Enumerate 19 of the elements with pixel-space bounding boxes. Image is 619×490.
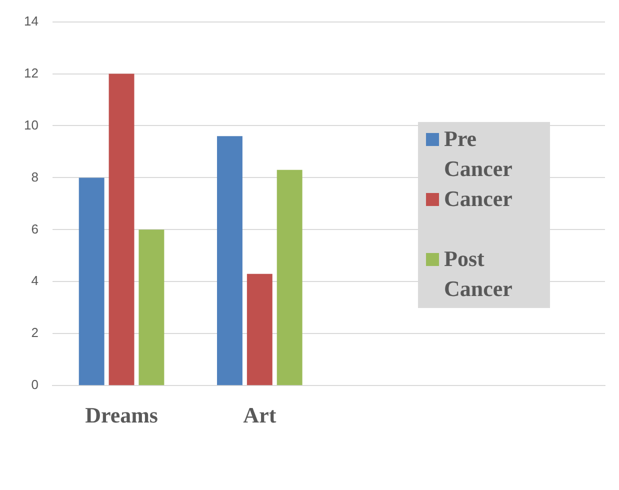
- y-tick-label: 4: [31, 273, 38, 288]
- y-tick-label: 0: [31, 377, 38, 392]
- legend-label: Post Cancer: [444, 245, 514, 303]
- bar: [217, 136, 242, 386]
- bar: [246, 274, 272, 386]
- y-tick-label: 14: [24, 13, 38, 28]
- y-tick-label: 10: [24, 117, 38, 132]
- x-tick-label: Art: [243, 402, 277, 428]
- legend-label: Pre Cancer: [444, 125, 514, 183]
- bar: [138, 230, 164, 386]
- legend-label: Cancer: [444, 185, 512, 213]
- y-tick-label: 6: [31, 221, 38, 236]
- x-tick-label: Dreams: [85, 402, 158, 428]
- y-tick-label: 8: [31, 169, 38, 184]
- y-tick-label: 12: [24, 65, 38, 80]
- bar: [108, 74, 134, 386]
- bar: [78, 178, 104, 386]
- y-tick-label: 2: [31, 325, 38, 340]
- bar: [276, 170, 302, 386]
